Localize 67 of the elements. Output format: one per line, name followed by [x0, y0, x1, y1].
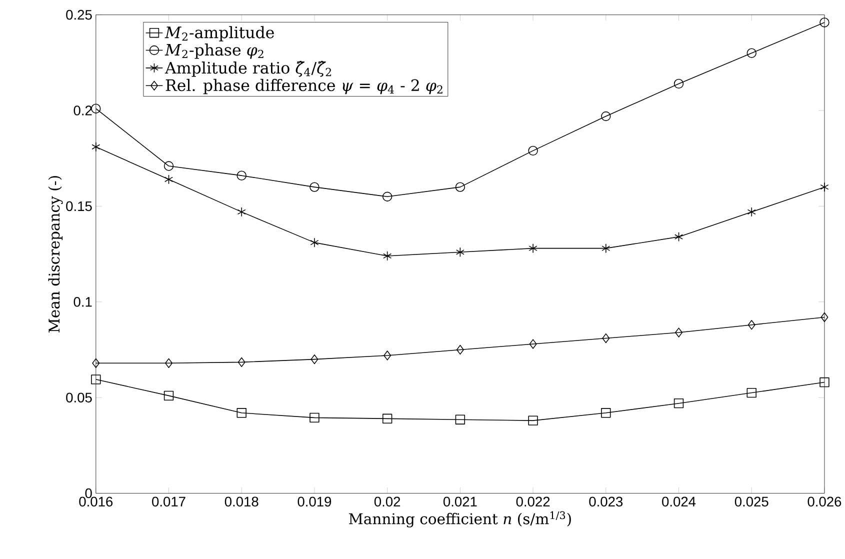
point — [455, 182, 466, 192]
point — [91, 374, 101, 384]
legend-label: Rel. phase difference ψ = φ$_{4}$ - 2 φ$_{2}$ — [166, 79, 442, 94]
legend-label: M$_{2}$-amplitude — [164, 26, 274, 42]
point — [164, 391, 174, 401]
x-tick-label: 0.021 — [443, 496, 477, 507]
point — [602, 244, 610, 254]
point — [820, 312, 828, 322]
point — [674, 232, 684, 242]
point — [92, 142, 100, 152]
point — [529, 339, 537, 350]
point — [674, 398, 684, 408]
x-tick-label: 0.016 — [79, 496, 113, 507]
x-tick-label: 0.024 — [662, 496, 696, 507]
point — [236, 408, 246, 418]
point — [528, 146, 538, 156]
point — [601, 408, 611, 418]
point — [820, 182, 829, 192]
x-tick-label: 0.02 — [374, 496, 400, 507]
x-tick-label: 0.018 — [224, 496, 258, 507]
x-tick-label: 0.025 — [734, 496, 768, 507]
point — [236, 170, 246, 181]
point — [528, 244, 538, 254]
point — [384, 350, 392, 361]
point — [382, 192, 392, 202]
x-tick-label: 0.023 — [589, 496, 623, 507]
point — [238, 358, 246, 368]
point — [674, 79, 684, 89]
x-tick-label: 0.017 — [152, 496, 186, 507]
point — [382, 414, 392, 424]
point — [310, 238, 319, 248]
point — [456, 248, 464, 258]
y-tick-label: 0 — [85, 488, 92, 498]
point — [820, 378, 830, 388]
x-tick-label: 0.019 — [298, 496, 332, 507]
point — [528, 416, 538, 426]
point — [164, 161, 174, 172]
y-tick-label: 0.2 — [74, 106, 92, 116]
y-tick-label: 0.25 — [66, 10, 92, 20]
point — [748, 320, 756, 330]
x-tick-label: 0.022 — [516, 496, 550, 507]
point — [164, 174, 173, 184]
point — [820, 18, 830, 28]
point — [92, 358, 100, 368]
legend-label: M$_{2}$-phase φ$_{2}$ — [164, 44, 264, 60]
y-tick-label: 0.05 — [66, 392, 92, 403]
y-tick-label: 0.15 — [66, 202, 92, 212]
legend-label: Amplitude ratio ζ̂$_{4}$/ζ̂$_{2}$ — [164, 61, 332, 78]
point — [310, 413, 320, 423]
point — [746, 48, 756, 58]
point — [91, 104, 101, 114]
point — [746, 388, 756, 398]
point — [747, 207, 756, 218]
point — [602, 334, 610, 344]
y-axis-title: Mean discrepancy (-) — [48, 176, 63, 333]
point — [601, 112, 611, 122]
y-tick-label: 0.1 — [74, 297, 92, 308]
point — [310, 182, 320, 192]
point — [165, 358, 172, 368]
point — [675, 328, 682, 338]
point — [237, 207, 246, 218]
point — [383, 251, 392, 262]
x-axis-title: Manning coefficient n (s/m$^{1/3}$) — [349, 512, 571, 528]
point — [456, 345, 464, 355]
point — [455, 414, 466, 425]
x-tick-label: 0.026 — [808, 496, 842, 507]
point — [310, 354, 318, 364]
